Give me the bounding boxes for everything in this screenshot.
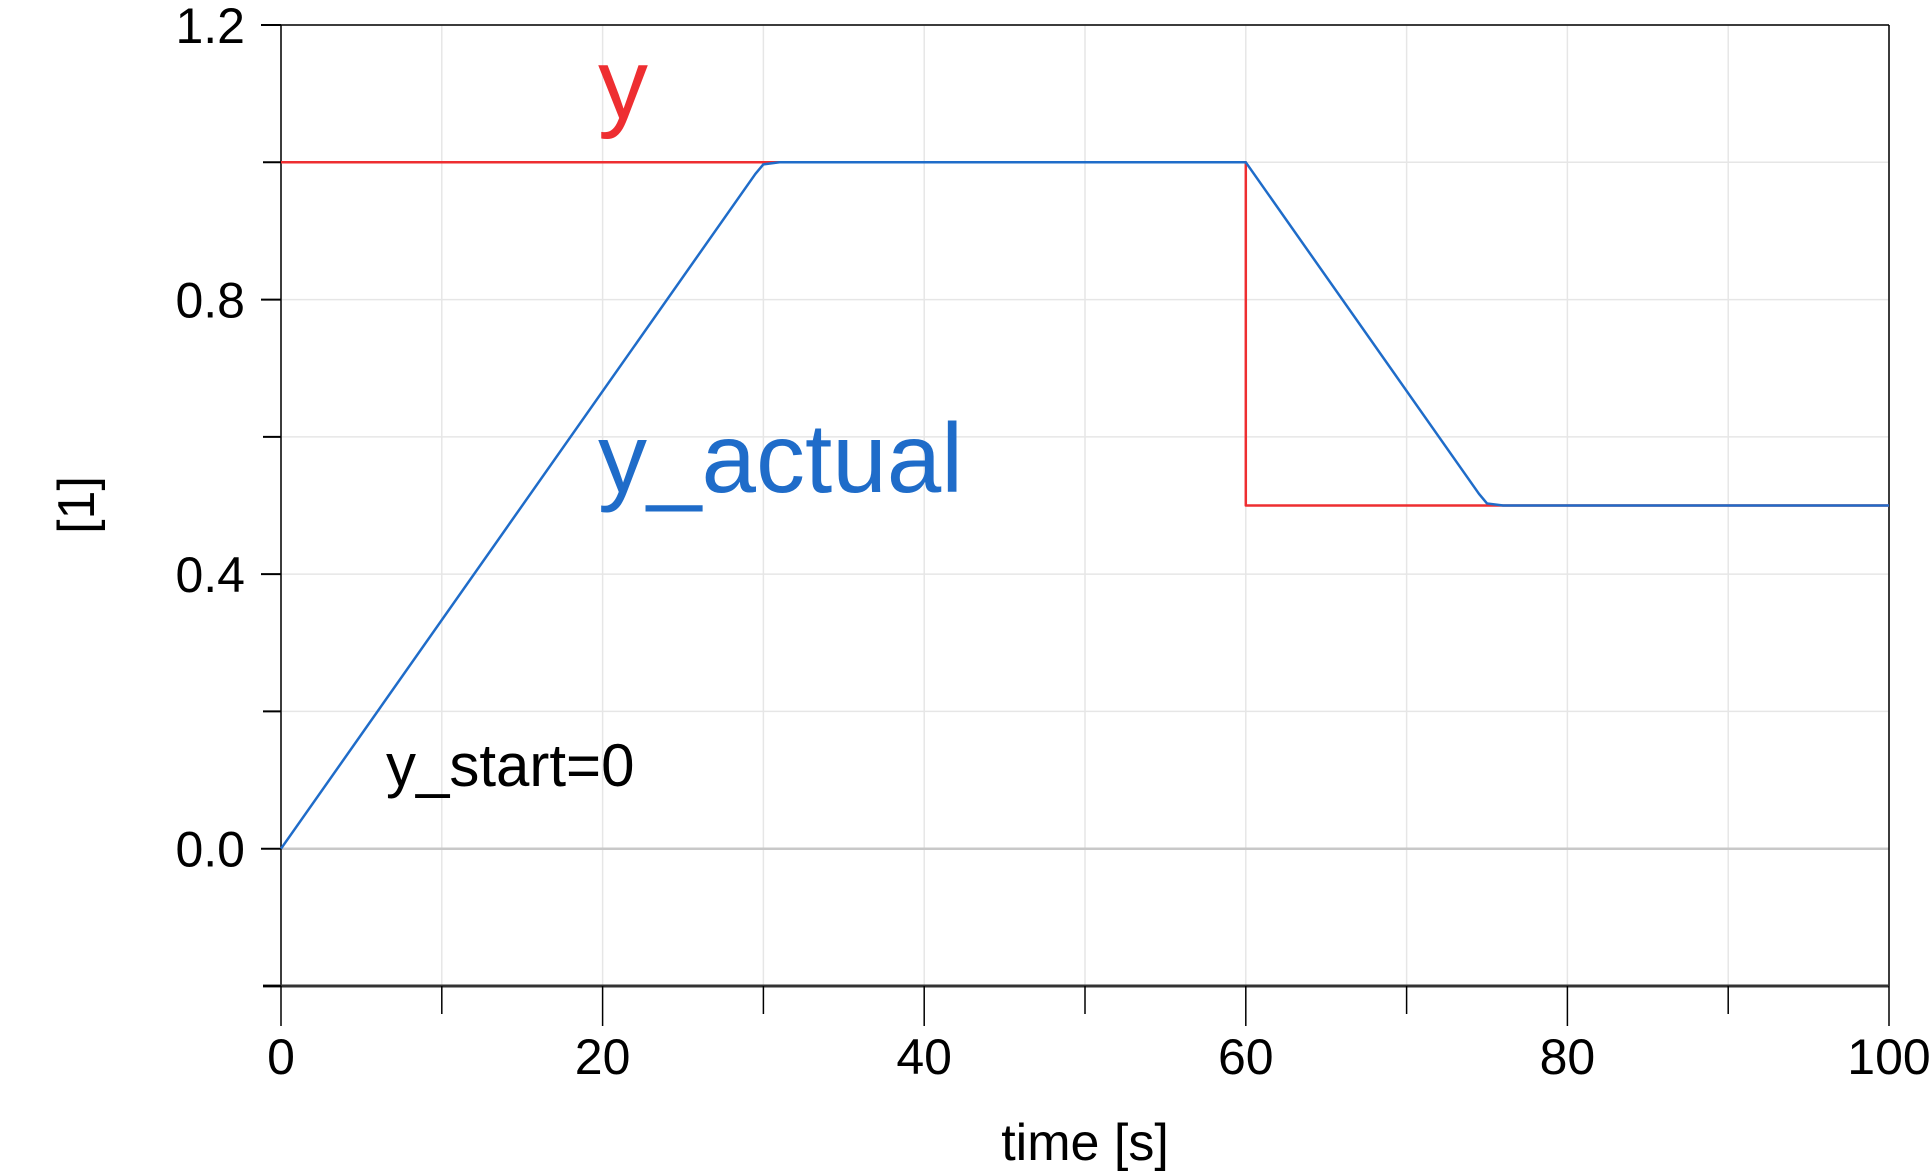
series-label-y: y [598, 28, 648, 140]
tick-labels: 0 20 40 60 80 100 0.0 0.4 0.8 1.2 [175, 0, 1930, 1085]
axes [261, 24, 1890, 1026]
y-tick-label: 0.8 [175, 273, 245, 329]
annotation-y-start: y_start=0 [386, 732, 634, 799]
x-tick-label: 100 [1847, 1029, 1930, 1085]
x-tick-label: 60 [1218, 1029, 1274, 1085]
y-axis-label: [1] [48, 476, 106, 534]
y-tick-label: 1.2 [175, 0, 245, 54]
x-axis-label: time [s] [1001, 1114, 1169, 1172]
x-tick-label: 0 [267, 1029, 295, 1085]
x-tick-label: 40 [896, 1029, 952, 1085]
series-label-y-actual: y_actual [598, 403, 963, 513]
x-tick-label: 20 [575, 1029, 631, 1085]
y-tick-label: 0.4 [175, 547, 245, 603]
y-tick-label: 0.0 [175, 822, 245, 878]
series-line-y-actual [279, 161, 1889, 850]
series-group [279, 161, 1889, 850]
x-tick-label: 80 [1540, 1029, 1596, 1085]
